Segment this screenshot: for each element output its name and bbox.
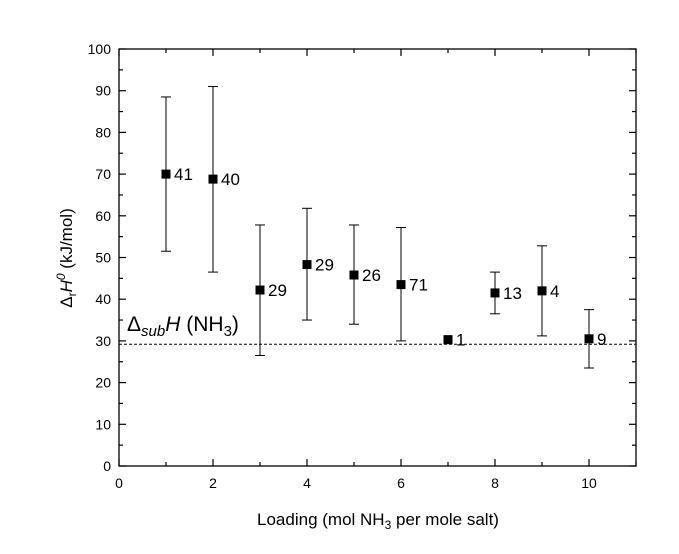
y-tick-label: 20 — [95, 375, 111, 391]
data-points: 41 40 29 29 26 71 1 13 4 9 — [161, 86, 606, 369]
x-tick-label: 0 — [115, 475, 123, 491]
data-point-marker — [161, 169, 171, 179]
data-point-label: 13 — [503, 284, 522, 303]
data-point-label: 1 — [456, 331, 465, 350]
y-tick-label: 0 — [103, 458, 111, 474]
data-point-marker — [537, 286, 547, 296]
y-tick-label: 60 — [95, 208, 111, 224]
data-point-label: 26 — [362, 266, 381, 285]
data-point-label: 41 — [174, 165, 193, 184]
data-point-label: 29 — [315, 256, 334, 275]
x-tick-label: 10 — [581, 475, 597, 491]
x-tick-label: 6 — [397, 475, 405, 491]
x-tick-label: 2 — [209, 475, 217, 491]
data-point-marker — [396, 280, 406, 290]
data-point-marker — [349, 270, 359, 280]
axes: 0 10 20 30 40 50 60 70 80 90 100 0 2 4 6 8 10 — [88, 41, 637, 491]
data-point-marker — [490, 288, 500, 298]
y-tick-label: 30 — [95, 333, 111, 349]
plot-frame — [118, 48, 637, 467]
y-tick-label: 10 — [95, 416, 111, 432]
data-point-marker — [255, 285, 265, 295]
y-tick-label: 40 — [95, 291, 111, 307]
data-point-label: 71 — [409, 276, 428, 295]
data-point-marker — [443, 335, 453, 345]
y-axis-title: ΔrH0 (kJ/mol) — [54, 208, 79, 308]
x-tick-label: 4 — [303, 475, 311, 491]
data-point-marker — [584, 334, 594, 344]
y-tick-label: 90 — [95, 83, 111, 99]
y-tick-label: 50 — [95, 250, 111, 266]
y-tick-label: 80 — [95, 124, 111, 140]
data-point-label: 4 — [550, 282, 559, 301]
sublimation-annotation: ΔsubH (NH3) — [127, 313, 239, 340]
data-point-label: 29 — [268, 281, 287, 300]
data-point-marker — [302, 260, 312, 270]
y-tick-label: 70 — [95, 166, 111, 182]
data-point-label: 9 — [597, 330, 606, 349]
x-axis-title: Loading (mol NH3 per mole salt) — [257, 510, 499, 532]
data-point-marker — [208, 174, 218, 184]
y-tick-label: 100 — [88, 41, 112, 57]
data-point-label: 40 — [221, 170, 240, 189]
x-tick-label: 8 — [491, 475, 499, 491]
